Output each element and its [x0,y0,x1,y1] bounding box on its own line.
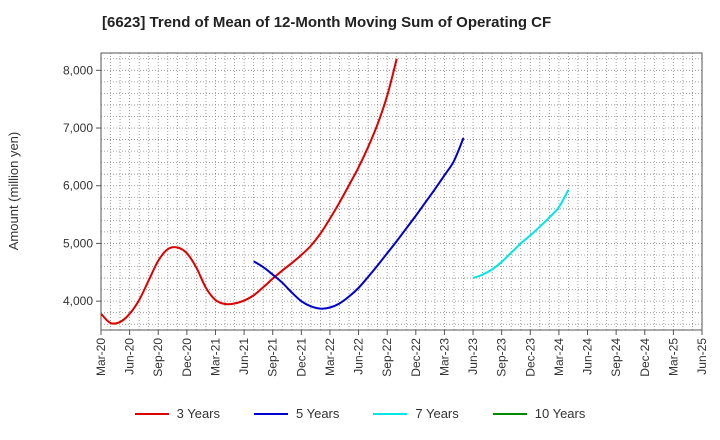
x-tick-label: Mar-24 [552,338,566,376]
x-tick-label: Mar-21 [208,338,222,376]
y-tick-label: 7,000 [63,121,93,135]
plot-frame [100,52,703,331]
legend-swatch-7-years [373,412,408,415]
x-tick-label: Jun-25 [695,338,709,375]
grid [101,53,702,330]
x-tick-label: Dec-24 [638,338,652,377]
legend: 3 Years 5 Years 7 Years 10 Years [0,406,720,421]
legend-item-3-years: 3 Years [134,406,220,421]
y-tick-label: 4,000 [63,294,93,308]
x-tick-label: Dec-21 [294,338,308,377]
legend-label-10-years: 10 Years [534,406,586,421]
x-tick-label: Jun-21 [237,338,251,375]
series-lines [100,58,570,325]
legend-swatch-3-years [134,412,169,415]
legend-swatch-10-years [492,412,527,415]
legend-label-7-years: 7 Years [415,406,459,421]
x-tick-label: Jun-22 [352,338,366,375]
y-axis-label: Amount (million yen) [6,132,21,251]
series-line-3-years [100,58,398,325]
x-tick-label: Dec-23 [523,338,537,377]
x-tick-label: Sep-23 [495,338,509,377]
x-tick-label: Mar-25 [666,338,680,376]
legend-label-5-years: 5 Years [296,406,340,421]
x-tick-label: Dec-20 [180,338,194,377]
series-line-7-years [472,189,570,280]
x-tick-label: Sep-24 [609,338,623,377]
x-tick-label: Jun-20 [123,338,137,375]
legend-swatch-5-years [254,412,288,415]
x-tick-label: Jun-24 [581,338,595,375]
legend-item-10-years: 10 Years [492,406,586,421]
x-tick-label: Mar-23 [437,338,451,376]
x-tick-label: Mar-22 [323,338,337,376]
chart-title: [6623] Trend of Mean of 12-Month Moving … [102,14,552,31]
x-tick-label: Jun-23 [466,338,480,375]
x-ticks: Mar-20 Jun-20 Sep-20 Dec-20 Mar-21 Jun-21 Sep-… [94,330,709,377]
x-tick-label: Mar-20 [94,338,108,376]
y-ticks: 4,000 5,000 6,000 7,000 8,000 [63,63,101,308]
x-tick-label: Dec-22 [409,338,423,377]
legend-item-5-years: 5 Years [254,406,339,421]
x-tick-label: Sep-21 [266,338,280,377]
series-line-5-years [253,137,465,310]
x-tick-label: Sep-22 [380,338,394,377]
legend-item-7-years: 7 Years [373,406,459,421]
y-tick-label: 6,000 [63,179,93,193]
x-tick-label: Sep-20 [151,338,165,377]
legend-label-3-years: 3 Years [176,406,220,421]
y-tick-label: 8,000 [63,63,93,77]
y-tick-label: 5,000 [63,236,93,250]
